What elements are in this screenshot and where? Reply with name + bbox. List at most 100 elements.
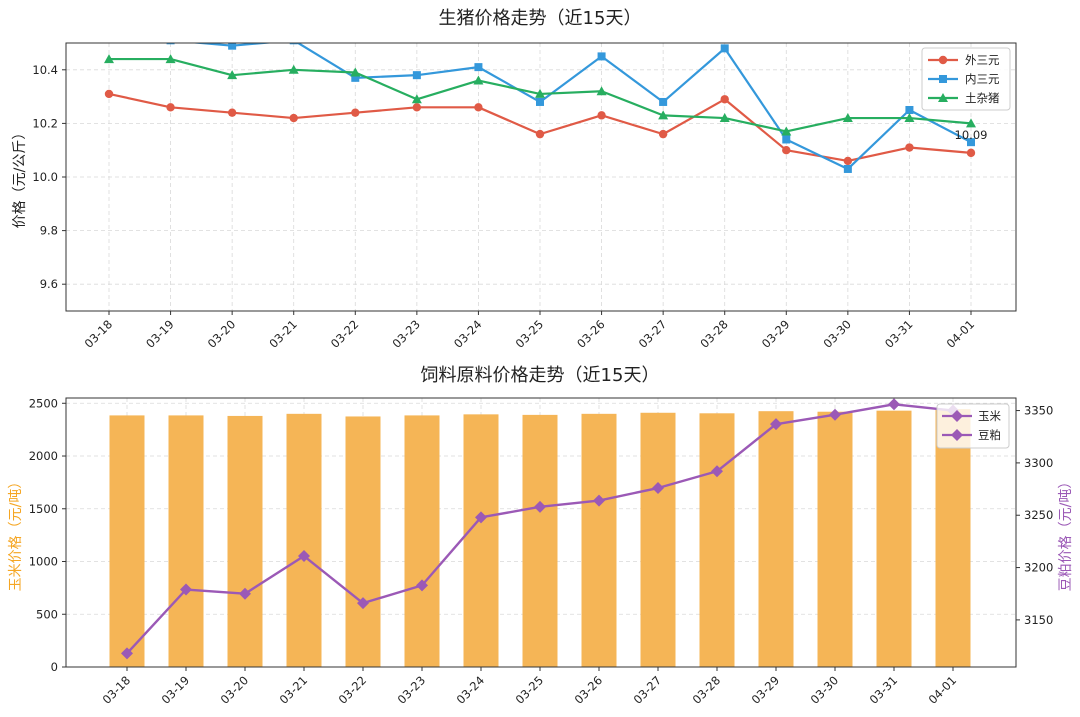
data-point xyxy=(474,103,483,112)
x-tick-label: 03-29 xyxy=(749,673,783,707)
bar xyxy=(168,415,204,667)
data-point xyxy=(781,126,792,136)
x-tick-label: 03-29 xyxy=(759,317,793,351)
right-y-tick-label: 3350 xyxy=(1024,404,1053,418)
y-tick-label: 10.4 xyxy=(32,63,58,77)
right-y-tick-label: 3300 xyxy=(1024,456,1053,470)
legend-label: 土杂猪 xyxy=(965,91,1000,105)
bar xyxy=(286,413,322,667)
data-point xyxy=(289,43,298,45)
x-tick-label: 03-25 xyxy=(513,673,547,707)
data-point xyxy=(227,70,238,80)
data-point xyxy=(782,146,791,155)
x-tick-label: 03-19 xyxy=(143,317,177,351)
x-tick-label: 03-31 xyxy=(882,317,916,351)
y-tick-label: 10.0 xyxy=(32,170,58,184)
feed-chart-bars xyxy=(109,409,971,667)
x-tick-label: 03-28 xyxy=(690,673,724,707)
y-tick-label: 10.2 xyxy=(32,116,58,130)
data-point xyxy=(658,110,669,120)
x-tick-label: 03-20 xyxy=(218,673,252,707)
data-point xyxy=(888,398,900,411)
x-tick-label: 03-18 xyxy=(100,673,134,707)
data-point xyxy=(228,43,237,50)
y-tick-label: 9.6 xyxy=(40,277,58,291)
x-tick-label: 03-19 xyxy=(159,673,193,707)
bar xyxy=(817,411,853,667)
data-point xyxy=(843,156,853,166)
data-point xyxy=(770,418,782,431)
x-tick-label: 03-18 xyxy=(82,317,116,351)
data-point xyxy=(288,64,299,74)
data-point xyxy=(652,482,664,495)
legend-marker xyxy=(938,55,948,65)
left-y-tick-label: 0 xyxy=(51,660,58,674)
left-y-tick-label: 2500 xyxy=(29,396,58,410)
data-point xyxy=(593,494,605,507)
x-tick-label: 03-27 xyxy=(636,317,670,351)
data-point xyxy=(474,63,483,72)
data-point xyxy=(782,135,791,144)
data-point xyxy=(659,97,668,106)
data-point xyxy=(121,647,133,660)
feed-chart-right-ylabel: 豆粕价格（元/吨） xyxy=(1058,475,1074,592)
bar xyxy=(345,416,381,667)
data-point xyxy=(597,52,606,61)
data-point xyxy=(350,67,361,77)
x-tick-label: 03-21 xyxy=(266,317,300,351)
bar xyxy=(463,414,499,667)
bar xyxy=(522,414,558,667)
data-point xyxy=(535,129,545,139)
bar xyxy=(758,411,794,667)
data-point xyxy=(966,118,976,128)
x-tick-label: 03-30 xyxy=(808,673,842,707)
data-point xyxy=(905,143,914,152)
data-point xyxy=(412,71,421,80)
pig-chart-ylabel: 价格（元/公斤） xyxy=(12,126,28,229)
data-point xyxy=(105,23,113,31)
x-tick-label: 03-24 xyxy=(451,317,485,351)
right-y-tick-label: 3150 xyxy=(1024,613,1053,627)
data-point xyxy=(720,44,729,53)
data-point xyxy=(905,106,914,114)
left-y-tick-label: 1000 xyxy=(29,555,58,569)
data-point xyxy=(165,54,176,64)
data-point xyxy=(104,54,114,64)
data-point xyxy=(227,108,237,117)
bar xyxy=(404,415,440,667)
data-point xyxy=(904,113,915,123)
pig-chart-series: 10.09 xyxy=(104,23,988,173)
data-point xyxy=(534,500,546,513)
bar xyxy=(876,410,912,667)
data-point xyxy=(475,511,487,524)
x-tick-label: 03-30 xyxy=(820,317,854,351)
data-label: 10.09 xyxy=(955,128,988,142)
legend-marker xyxy=(951,429,963,441)
data-point xyxy=(967,138,975,147)
left-y-tick-label: 500 xyxy=(36,607,58,621)
data-point xyxy=(535,88,545,98)
x-tick-label: 03-26 xyxy=(574,317,608,351)
right-y-tick-label: 3200 xyxy=(1024,561,1053,575)
data-point xyxy=(289,113,298,123)
bar xyxy=(935,409,971,667)
bar xyxy=(581,413,617,667)
data-point xyxy=(711,465,723,478)
legend-marker xyxy=(938,93,948,102)
legend-marker xyxy=(951,410,963,422)
x-tick-label: 03-26 xyxy=(572,673,606,707)
y-tick-label: 9.8 xyxy=(40,224,58,238)
data-point xyxy=(966,148,976,158)
x-tick-label: 03-25 xyxy=(513,317,547,351)
x-tick-label: 04-01 xyxy=(944,317,978,351)
data-point xyxy=(658,129,668,139)
data-point xyxy=(239,587,251,600)
bar xyxy=(640,412,676,667)
x-tick-label: 03-28 xyxy=(697,317,731,351)
feed-price-chart: 饲料原料价格走势（近15天） 0 500 1000 1500 2000 2500 3150 3… xyxy=(8,365,1074,707)
data-point xyxy=(357,597,369,610)
x-tick-label: 03-27 xyxy=(631,673,665,707)
data-point xyxy=(473,75,484,85)
